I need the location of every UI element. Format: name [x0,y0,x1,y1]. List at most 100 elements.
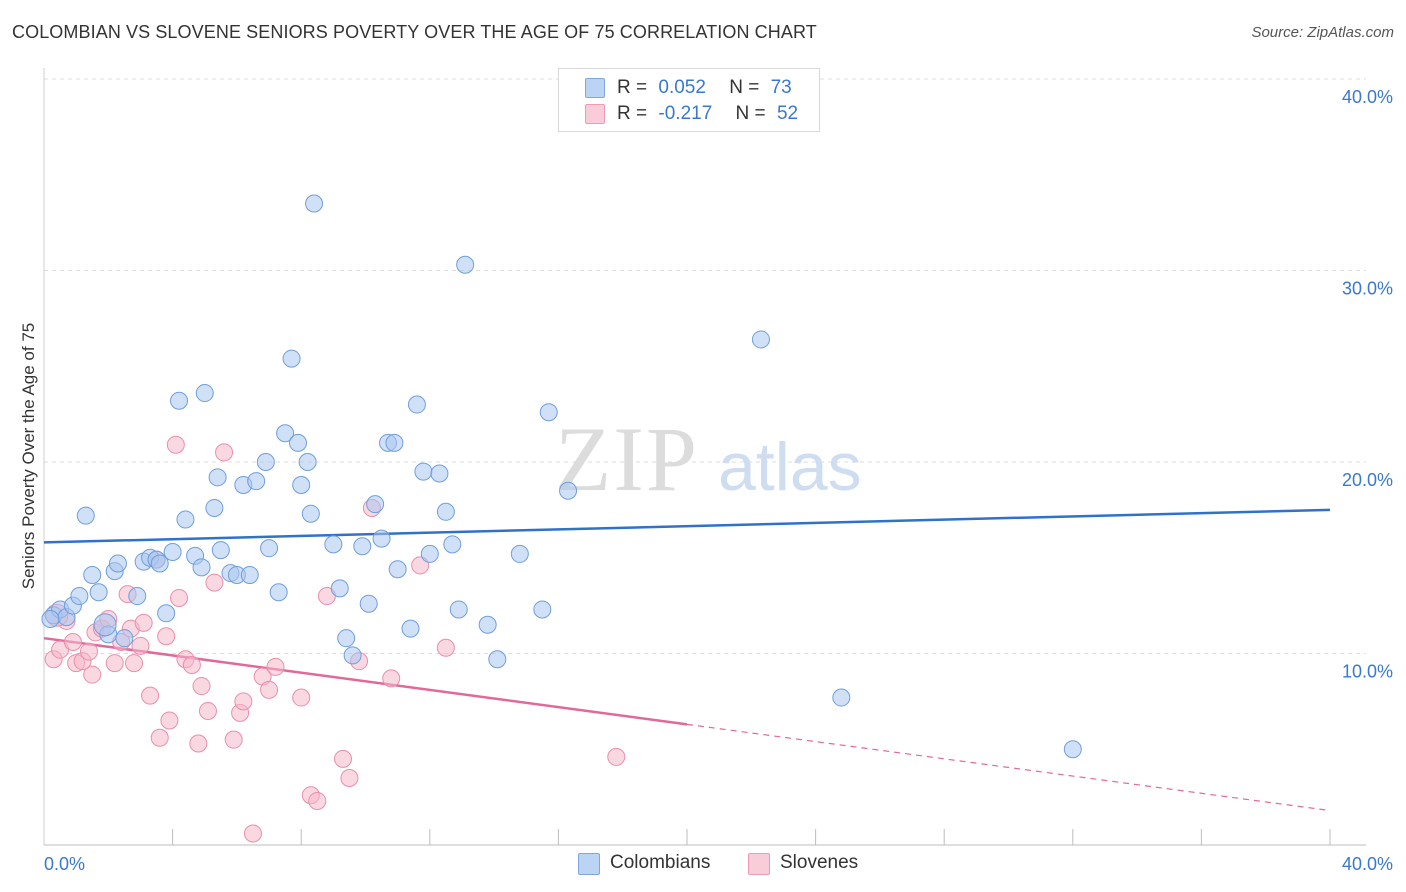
r-value-slovenes: -0.217 [658,103,713,124]
y-tick-label: 10.0% [1342,662,1393,682]
slovene-point [436,638,455,657]
slovene-point [198,701,217,720]
source-credit: Source: ZipAtlas.com [1251,24,1394,41]
legend-swatch-colombians [585,78,605,98]
correlation-legend: R = 0.052 N = 73 R = -0.217 N = 52 [558,68,820,132]
trend-line-slovenes-extension [686,723,1331,812]
r-label: R = [617,103,648,124]
y-tick-label: 40.0% [1342,87,1393,107]
series-swatch-slovenes [748,853,770,875]
colombian-point [83,565,102,584]
slovene-point [80,642,99,661]
trend-lines [43,508,1331,812]
colombian-point [436,502,455,521]
slovene-point [83,665,102,684]
colombian-point [208,468,227,487]
colombian-point [385,433,404,452]
colombian-point [292,475,311,494]
colombian-point [247,472,266,491]
colombian-point [343,646,362,665]
slovene-point [266,657,285,676]
slovene-point [333,749,352,768]
series-label-colombians: Colombians [610,852,711,873]
colombian-point [533,600,552,619]
colombian-point [510,544,529,563]
colombian-point [388,560,407,579]
slovene-point [205,573,224,592]
slovene-point [607,747,626,766]
slovene-point [157,627,176,646]
y-axis-label: Seniors Poverty Over the Age of 75 [19,323,38,589]
colombian-point [269,583,288,602]
colombian-point [539,403,558,422]
n-label: N = [729,77,760,98]
slovene-point [131,636,150,655]
colombian-point [1063,740,1082,759]
slovene-point [411,556,430,575]
colombian-point [832,688,851,707]
colombian-point [256,453,275,471]
colombian-point [150,554,169,573]
slovene-point [340,768,359,787]
slovene-point [150,728,169,747]
colombian-point [414,462,433,481]
colombian-point [298,453,317,471]
r-value-colombians: 0.052 [658,77,706,98]
colombian-point [70,587,89,606]
slovene-point [234,692,253,711]
colombian-point [288,433,307,452]
colombian-point [282,349,301,368]
gridlines [44,78,1366,654]
slovene-point [170,588,189,607]
trend-line-slovenes [43,636,688,726]
slovene-point [125,654,144,673]
colombian-point [157,604,176,623]
x-tick-labels: 0.0% 40.0% [44,854,1393,874]
colombian-point [449,600,468,619]
colombian-point [305,194,324,213]
y-tick-label: 30.0% [1342,279,1393,299]
colombian-point [324,535,343,554]
colombian-point [559,481,578,500]
colombian-point [330,579,349,598]
slovene-point [308,791,327,810]
colombian-point [456,255,475,274]
slovene-point [192,677,211,696]
slovene-point [63,633,82,652]
colombian-point [301,504,320,523]
slovene-point [166,435,185,454]
colombian-point [41,610,60,629]
series-label-slovenes: Slovenes [780,852,859,873]
slovene-point [105,654,124,673]
slovene-point [141,686,160,705]
colombian-point [93,613,117,637]
colombian-point [353,537,372,556]
slovene-point [292,688,311,707]
colombian-point [407,395,426,414]
n-value-colombians: 73 [770,77,792,98]
colombian-point [211,541,230,560]
colombian-point [205,498,224,517]
colombian-point [89,583,108,602]
legend-swatch-slovenes [585,104,605,124]
slovene-point [382,669,401,688]
slovene-point [189,734,208,753]
axes [43,68,1366,846]
watermark: ZIP atlas [555,408,862,510]
slovene-point [243,824,262,843]
slovene-point [160,711,179,730]
slovene-point [134,613,153,632]
chart-title: COLOMBIAN VS SLOVENE SENIORS POVERTY OVE… [12,22,817,42]
colombian-point [401,619,420,638]
colombian-point [420,544,439,563]
slovene-point [215,443,234,462]
y-tick-label: 20.0% [1342,470,1393,490]
y-tick-labels: 10.0% 20.0% 30.0% 40.0% [1342,87,1393,682]
colombian-point [443,535,462,554]
slovene-point [224,730,243,749]
colombian-point [366,495,385,514]
x-tick-label: 40.0% [1342,854,1393,874]
trend-line-colombians [43,508,1331,544]
colombian-point [115,629,134,648]
